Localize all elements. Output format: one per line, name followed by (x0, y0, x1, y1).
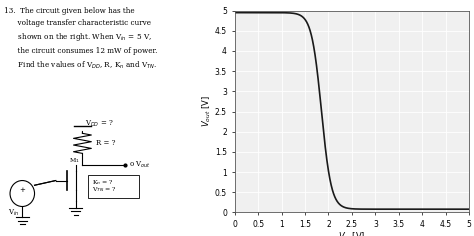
Y-axis label: $V_{out}$ [V]: $V_{out}$ [V] (201, 96, 213, 127)
X-axis label: $V_{in}$ [V]: $V_{in}$ [V] (338, 230, 366, 236)
Text: 13.  The circuit given below has the
      voltage transfer characteristic curve: 13. The circuit given below has the volt… (4, 7, 158, 71)
Text: V$_{in}$: V$_{in}$ (8, 207, 19, 218)
Text: M$_1$: M$_1$ (69, 156, 80, 165)
FancyBboxPatch shape (88, 175, 139, 198)
Text: V$_{TN}$ = ?: V$_{TN}$ = ? (92, 185, 118, 194)
Text: K$_n$ = ?: K$_n$ = ? (92, 178, 114, 187)
Text: V$_{DD}$ = ?: V$_{DD}$ = ? (85, 119, 113, 129)
Text: +: + (19, 187, 25, 193)
Text: o V$_{out}$: o V$_{out}$ (129, 160, 151, 170)
Text: R = ?: R = ? (96, 139, 115, 148)
